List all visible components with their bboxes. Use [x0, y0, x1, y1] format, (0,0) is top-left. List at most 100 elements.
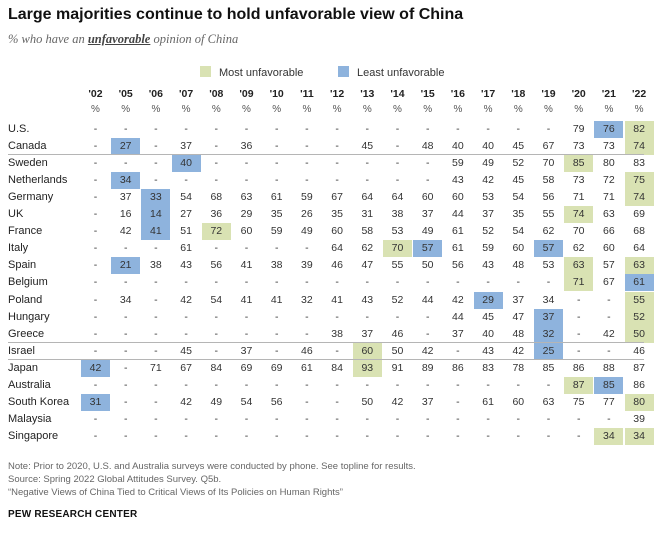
value-cell: 56: [542, 190, 555, 203]
value-cell: 49: [210, 396, 223, 409]
year-header: '08: [209, 88, 224, 100]
value-cell: -: [456, 413, 460, 426]
value-cell: -: [425, 156, 430, 169]
value-cell: 61: [452, 242, 464, 255]
value-cell: -: [154, 413, 158, 426]
value-cell: 60: [331, 225, 343, 238]
value-cell: 75: [624, 171, 654, 189]
value-cell: -: [93, 344, 98, 357]
value-cell: -: [335, 379, 339, 391]
value-cell: 53: [391, 225, 404, 238]
value-cell: -: [305, 327, 309, 340]
value-cell: 39: [633, 413, 645, 426]
value-cell: 42: [180, 396, 192, 409]
percent-unit-label: %: [544, 104, 553, 115]
percent-unit-label: %: [211, 104, 221, 115]
value-cell: -: [93, 327, 98, 340]
value-cell: 37: [421, 396, 434, 409]
value-cell: 44: [452, 208, 464, 220]
value-cell: 63: [603, 208, 615, 220]
value-cell: 83: [633, 156, 645, 169]
value-cell: 27: [111, 137, 141, 155]
percent-unit-label: %: [513, 104, 523, 115]
value-cell: 41: [240, 259, 253, 272]
value-cell: -: [365, 122, 370, 135]
value-cell: 36: [240, 139, 253, 152]
value-cell: -: [305, 379, 309, 391]
value-cell: 40: [171, 154, 201, 172]
value-cell: 34: [624, 428, 654, 446]
value-cell: 41: [141, 223, 171, 241]
value-cell: 63: [624, 257, 654, 275]
value-cell: 85: [542, 361, 555, 374]
year-header: '15: [420, 88, 435, 100]
value-cell: 49: [482, 156, 494, 169]
value-cell: 44: [452, 310, 464, 323]
value-cell: -: [214, 344, 219, 357]
value-cell: -: [607, 413, 611, 426]
value-cell: 42: [119, 225, 132, 238]
value-cell: -: [486, 430, 490, 443]
percent-unit-label: %: [574, 104, 584, 115]
value-cell: -: [335, 396, 339, 409]
value-cell: -: [576, 430, 581, 443]
value-cell: 63: [542, 396, 555, 409]
value-cell: 40: [452, 139, 464, 152]
value-cell: 54: [210, 293, 223, 306]
value-cell: 42: [482, 173, 494, 186]
value-cell: 76: [594, 120, 624, 138]
country-label: Singapore: [8, 430, 59, 443]
value-cell: 43: [482, 259, 494, 272]
legend-least-label: Least unfavorable: [357, 67, 445, 79]
value-cell: 61: [624, 274, 654, 292]
value-cell: 35: [270, 208, 283, 220]
value-cell: 89: [421, 361, 434, 374]
value-cell: -: [576, 310, 581, 323]
value-cell: -: [123, 396, 128, 409]
value-cell: 37: [534, 308, 563, 326]
value-cell: 40: [482, 139, 494, 152]
value-cell: -: [274, 122, 279, 135]
value-cell: 61: [270, 190, 283, 203]
value-cell: 73: [572, 139, 585, 152]
value-cell: 72: [201, 223, 231, 241]
value-cell: 41: [270, 293, 283, 306]
value-cell: 69: [240, 361, 253, 374]
value-cell: -: [576, 327, 581, 340]
year-header: '06: [148, 88, 163, 100]
value-cell: -: [184, 379, 188, 391]
value-cell: -: [546, 276, 551, 289]
value-cell: 36: [210, 208, 223, 220]
value-cell: -: [214, 173, 219, 186]
value-cell: 50: [361, 396, 374, 409]
value-cell: -: [395, 122, 400, 135]
value-cell: 61: [180, 242, 192, 255]
value-cell: -: [244, 242, 249, 255]
country-label: Poland: [8, 293, 43, 306]
value-cell: -: [305, 173, 309, 186]
value-cell: -: [395, 413, 400, 426]
value-cell: 62: [361, 242, 374, 255]
value-cell: -: [456, 122, 460, 135]
chart-title: Large majorities continue to hold unfavo…: [8, 6, 464, 23]
year-header: '20: [571, 88, 586, 100]
year-header: '11: [300, 88, 314, 100]
value-cell: 41: [240, 293, 253, 306]
value-cell: 64: [633, 242, 645, 255]
value-cell: -: [335, 156, 339, 169]
value-cell: 34: [111, 171, 141, 189]
value-cell: 42: [180, 293, 192, 306]
value-cell: 37: [512, 293, 525, 306]
value-cell: -: [274, 413, 279, 426]
value-cell: 44: [421, 293, 434, 306]
value-cell: 86: [572, 361, 585, 374]
value-cell: 47: [361, 259, 374, 272]
value-cell: -: [365, 310, 370, 323]
source-line: Source: Spring 2022 Global Attitudes Sur…: [8, 474, 222, 485]
country-label: South Korea: [8, 396, 70, 409]
value-cell: -: [335, 413, 339, 426]
value-cell: 49: [301, 225, 313, 238]
value-cell: -: [154, 242, 158, 255]
year-header: '14: [390, 88, 405, 100]
value-cell: 61: [452, 225, 464, 238]
